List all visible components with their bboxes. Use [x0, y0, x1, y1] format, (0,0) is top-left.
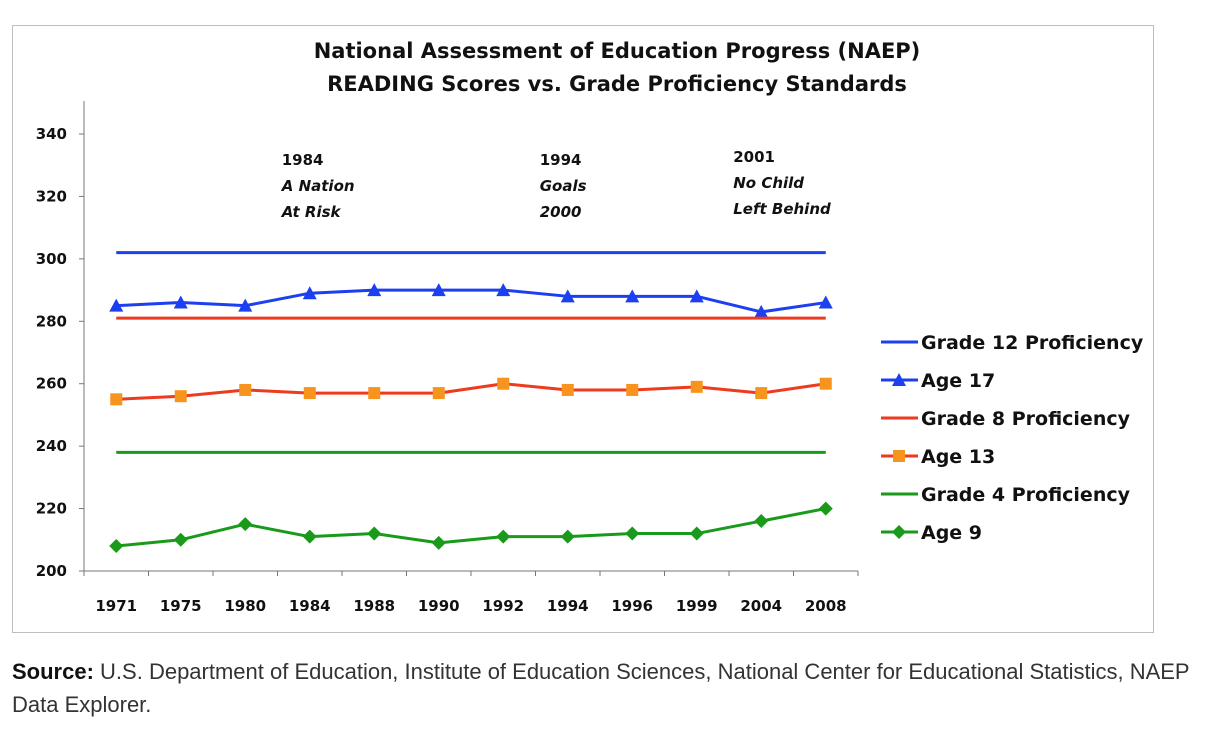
chart-frame: National Assessment of Education Progres… [12, 25, 1154, 633]
point-age-13-1975 [174, 390, 187, 403]
point-age-17-1988 [367, 283, 382, 297]
point-age-17-1975 [173, 295, 188, 309]
annotation-1-line-1: Goals [540, 177, 587, 195]
x-tick-label-1975: 1975 [160, 597, 202, 615]
y-tick-label-320: 320 [36, 187, 67, 205]
annotation-2-line-1: No Child [733, 174, 804, 192]
point-age-9-1999 [689, 526, 704, 541]
point-age-17-1971 [109, 298, 124, 312]
legend-label-grade-8-proficiency: Grade 8 Proficiency [921, 408, 1131, 430]
point-age-13-1994 [561, 383, 574, 396]
point-age-9-1980 [238, 517, 253, 532]
point-age-9-1996 [625, 526, 640, 541]
point-age-13-2008 [819, 377, 832, 390]
source-label: Source: [12, 659, 94, 684]
annotation-0-line-0: 1984 [282, 151, 324, 169]
annotation-0-line-2: At Risk [281, 203, 342, 221]
chart-legend: Grade 12 Proficiency Age 17 Grade 8 Profic… [881, 332, 1144, 544]
line-age-17 [116, 288, 826, 314]
point-age-17-1992 [496, 283, 511, 297]
legend-label-age-13: Age 13 [921, 446, 995, 468]
chart-series [109, 251, 833, 554]
chart-title-line-2: READING Scores vs. Grade Proficiency Sta… [327, 72, 907, 96]
point-age-9-1975 [173, 532, 188, 547]
annotation-1-line-0: 1994 [540, 151, 582, 169]
series-age-17 [109, 283, 833, 318]
point-age-17-2008 [818, 295, 833, 309]
y-tick-label-280: 280 [36, 312, 67, 330]
point-age-13-1984 [303, 387, 316, 400]
y-tick-label-340: 340 [36, 125, 67, 143]
x-tick-label-1990: 1990 [418, 597, 460, 615]
point-age-9-1971 [109, 539, 124, 554]
point-age-13-1971 [110, 393, 123, 406]
source-text: U.S. Department of Education, Institute … [12, 659, 1190, 717]
point-age-13-1990 [432, 387, 445, 400]
x-tick-label-1984: 1984 [289, 597, 331, 615]
point-age-13-1996 [626, 383, 639, 396]
x-tick-label-2004: 2004 [740, 597, 782, 615]
annotation-1-line-2: 2000 [540, 203, 582, 221]
legend-label-age-17: Age 17 [921, 370, 995, 392]
legend-label-grade-4-proficiency: Grade 4 Proficiency [921, 484, 1131, 506]
point-age-13-1999 [690, 380, 703, 393]
point-age-17-1984 [302, 286, 317, 300]
point-age-9-1988 [367, 526, 382, 541]
legend-marker-age-13 [893, 450, 905, 462]
source-note: Source: U.S. Department of Education, In… [12, 655, 1218, 721]
y-tick-label-240: 240 [36, 437, 67, 455]
point-age-17-1980 [238, 298, 253, 312]
point-age-9-1990 [431, 535, 446, 550]
point-age-17-2004 [754, 304, 769, 318]
x-tick-label-1994: 1994 [547, 597, 589, 615]
line-age-9 [116, 507, 827, 548]
x-tick-label-1992: 1992 [482, 597, 524, 615]
point-age-9-1994 [560, 529, 575, 544]
y-tick-label-300: 300 [36, 250, 67, 268]
point-age-13-2004 [755, 387, 768, 400]
annotation-0-line-1: A Nation [281, 177, 355, 195]
legend-marker-age-9 [892, 525, 906, 539]
point-age-13-1980 [239, 383, 252, 396]
x-tick-label-1999: 1999 [676, 597, 718, 615]
chart-axes: 200 220 240 260 280 300 320 340 1971 1975 1980 1984… [36, 101, 859, 615]
line-age-13 [116, 382, 826, 401]
point-age-17-1990 [431, 283, 446, 297]
y-tick-label-220: 220 [36, 500, 67, 518]
point-age-17-1994 [560, 289, 575, 303]
x-tick-label-1980: 1980 [224, 597, 266, 615]
x-tick-label-1971: 1971 [95, 597, 137, 615]
y-tick-label-200: 200 [36, 562, 67, 580]
x-tick-label-1988: 1988 [353, 597, 395, 615]
point-age-9-2008 [818, 501, 833, 516]
point-age-9-2004 [754, 514, 769, 529]
point-age-13-1988 [368, 387, 381, 400]
series-age-13 [110, 377, 832, 406]
point-age-13-1992 [497, 377, 510, 390]
series-age-9 [109, 501, 833, 554]
chart-title-line-1: National Assessment of Education Progres… [314, 39, 921, 63]
naep-reading-chart: National Assessment of Education Progres… [36, 39, 1144, 615]
point-age-9-1992 [496, 529, 511, 544]
legend-label-age-9: Age 9 [921, 522, 982, 544]
annotation-2-line-0: 2001 [733, 148, 775, 166]
x-tick-label-2008: 2008 [805, 597, 847, 615]
legend-marker-age-17 [892, 373, 906, 386]
point-age-17-1996 [625, 289, 640, 303]
x-tick-label-1996: 1996 [611, 597, 653, 615]
chart-annotations: 1984 A Nation At Risk 1994 Goals 2000 2001 No C… [281, 148, 831, 221]
annotation-2-line-2: Left Behind [733, 200, 831, 218]
point-age-9-1984 [302, 529, 317, 544]
legend-label-grade-12-proficiency: Grade 12 Proficiency [921, 332, 1144, 354]
y-tick-label-260: 260 [36, 375, 67, 393]
point-age-17-1999 [689, 289, 704, 303]
